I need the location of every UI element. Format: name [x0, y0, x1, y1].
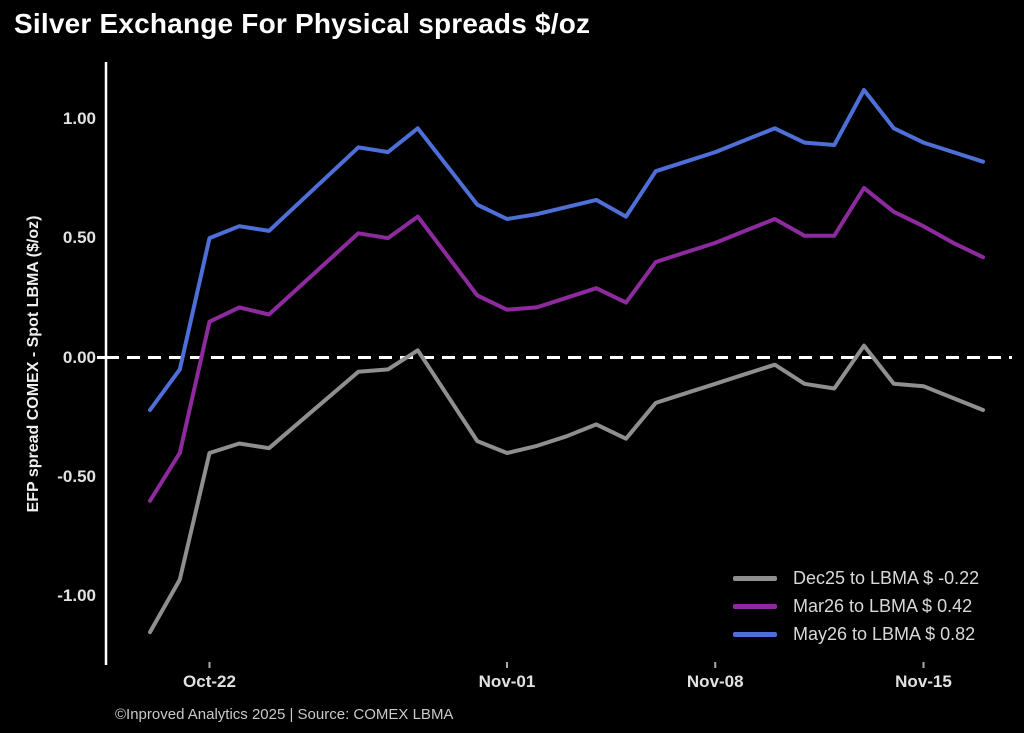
legend-label-may26: May26 to LBMA $ 0.82	[793, 623, 976, 644]
legend-swatch-dec25	[733, 575, 777, 581]
legend-item-may26: May26 to LBMA $ 0.82	[733, 620, 979, 648]
y-tick-label: 0.50	[62, 228, 96, 248]
legend-swatch-may26	[733, 631, 777, 637]
legend-label-dec25: Dec25 to LBMA $ -0.22	[793, 567, 980, 588]
series-line-may26	[148, 88, 985, 412]
y-tick-label: 0.00	[62, 347, 96, 367]
y-tick-label: -0.50	[57, 466, 96, 486]
legend-swatch-mar26	[733, 603, 777, 609]
legend-item-mar26: Mar26 to LBMA $ 0.42	[733, 592, 979, 620]
x-tick-label: Nov-01	[478, 672, 536, 691]
chart-title: Silver Exchange For Physical spreads $/o…	[14, 8, 591, 39]
x-tick-label: Nov-08	[686, 672, 744, 691]
source-attribution: ©Inproved Analytics 2025 | Source: COMEX…	[115, 706, 454, 723]
legend: Dec25 to LBMA $ -0.22 Mar26 to LBMA $ 0.4…	[733, 564, 979, 648]
legend-label-mar26: Mar26 to LBMA $ 0.42	[793, 595, 973, 616]
y-tick-label: 1.00	[62, 108, 96, 128]
y-tick-label: -1.00	[57, 586, 96, 606]
legend-item-dec25: Dec25 to LBMA $ -0.22	[733, 564, 979, 592]
series-line-mar26	[148, 186, 985, 503]
x-tick-label: Nov-15	[895, 672, 952, 691]
x-tick-label: Oct-22	[183, 672, 236, 691]
series-line-dec25	[148, 343, 985, 635]
